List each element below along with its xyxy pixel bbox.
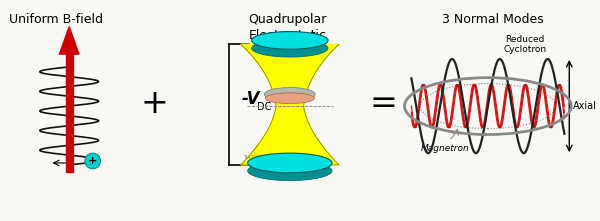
Polygon shape: [241, 44, 339, 165]
Ellipse shape: [251, 32, 328, 49]
Text: TI41031C: TI41031C: [243, 155, 266, 160]
Text: Axial: Axial: [573, 101, 597, 111]
Text: -V: -V: [242, 90, 260, 108]
Text: =: =: [369, 87, 397, 120]
Text: +: +: [140, 87, 169, 120]
Text: +: +: [88, 156, 97, 166]
Ellipse shape: [265, 88, 316, 101]
Text: 3 Normal Modes: 3 Normal Modes: [442, 13, 544, 26]
Text: Reduced
Cyclotron: Reduced Cyclotron: [503, 34, 547, 54]
Text: Uniform B-field: Uniform B-field: [10, 13, 103, 26]
Ellipse shape: [265, 93, 314, 104]
Text: DC: DC: [257, 102, 272, 112]
Text: Magnetron: Magnetron: [421, 144, 469, 153]
Text: Quadrupolar
Electrostatic
Potential: Quadrupolar Electrostatic Potential: [248, 13, 327, 58]
Circle shape: [85, 153, 101, 169]
Ellipse shape: [248, 161, 332, 181]
Polygon shape: [59, 27, 79, 54]
Polygon shape: [66, 54, 73, 172]
Ellipse shape: [251, 39, 328, 57]
Ellipse shape: [248, 153, 332, 173]
